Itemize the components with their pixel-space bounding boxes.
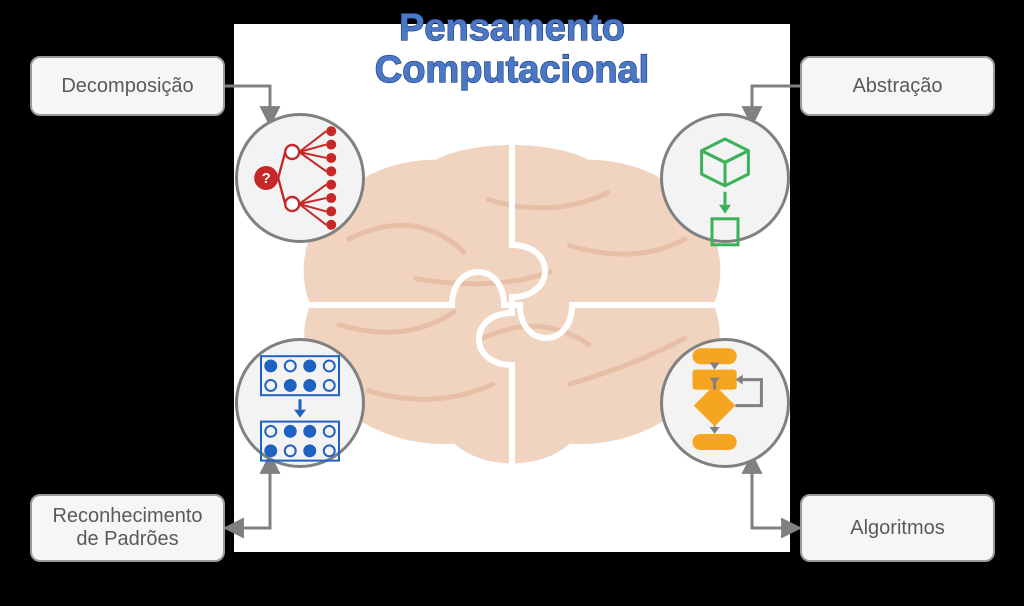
abstraction-circle	[660, 113, 790, 243]
abstraction-icon	[660, 113, 790, 243]
algorithms-label-text: Algoritmos	[850, 517, 944, 540]
svg-text:?: ?	[262, 170, 271, 187]
patterns-label-text: Reconhecimento de Padrões	[52, 505, 202, 551]
patterns-circle	[235, 338, 365, 468]
decomposition-circle: ?	[235, 113, 365, 243]
algorithms-circle	[660, 338, 790, 468]
algorithms-label: Algoritmos	[800, 494, 995, 562]
decomposition-label: Decomposição	[30, 56, 225, 116]
algorithms-icon	[660, 338, 790, 468]
patterns-label: Reconhecimento de Padrões	[30, 494, 225, 562]
patterns-icon	[235, 338, 365, 468]
abstraction-label: Abstração	[800, 56, 995, 116]
decomposition-label-text: Decomposição	[61, 75, 193, 98]
decomposition-icon: ?	[235, 113, 365, 243]
abstraction-label-text: Abstração	[852, 75, 942, 98]
